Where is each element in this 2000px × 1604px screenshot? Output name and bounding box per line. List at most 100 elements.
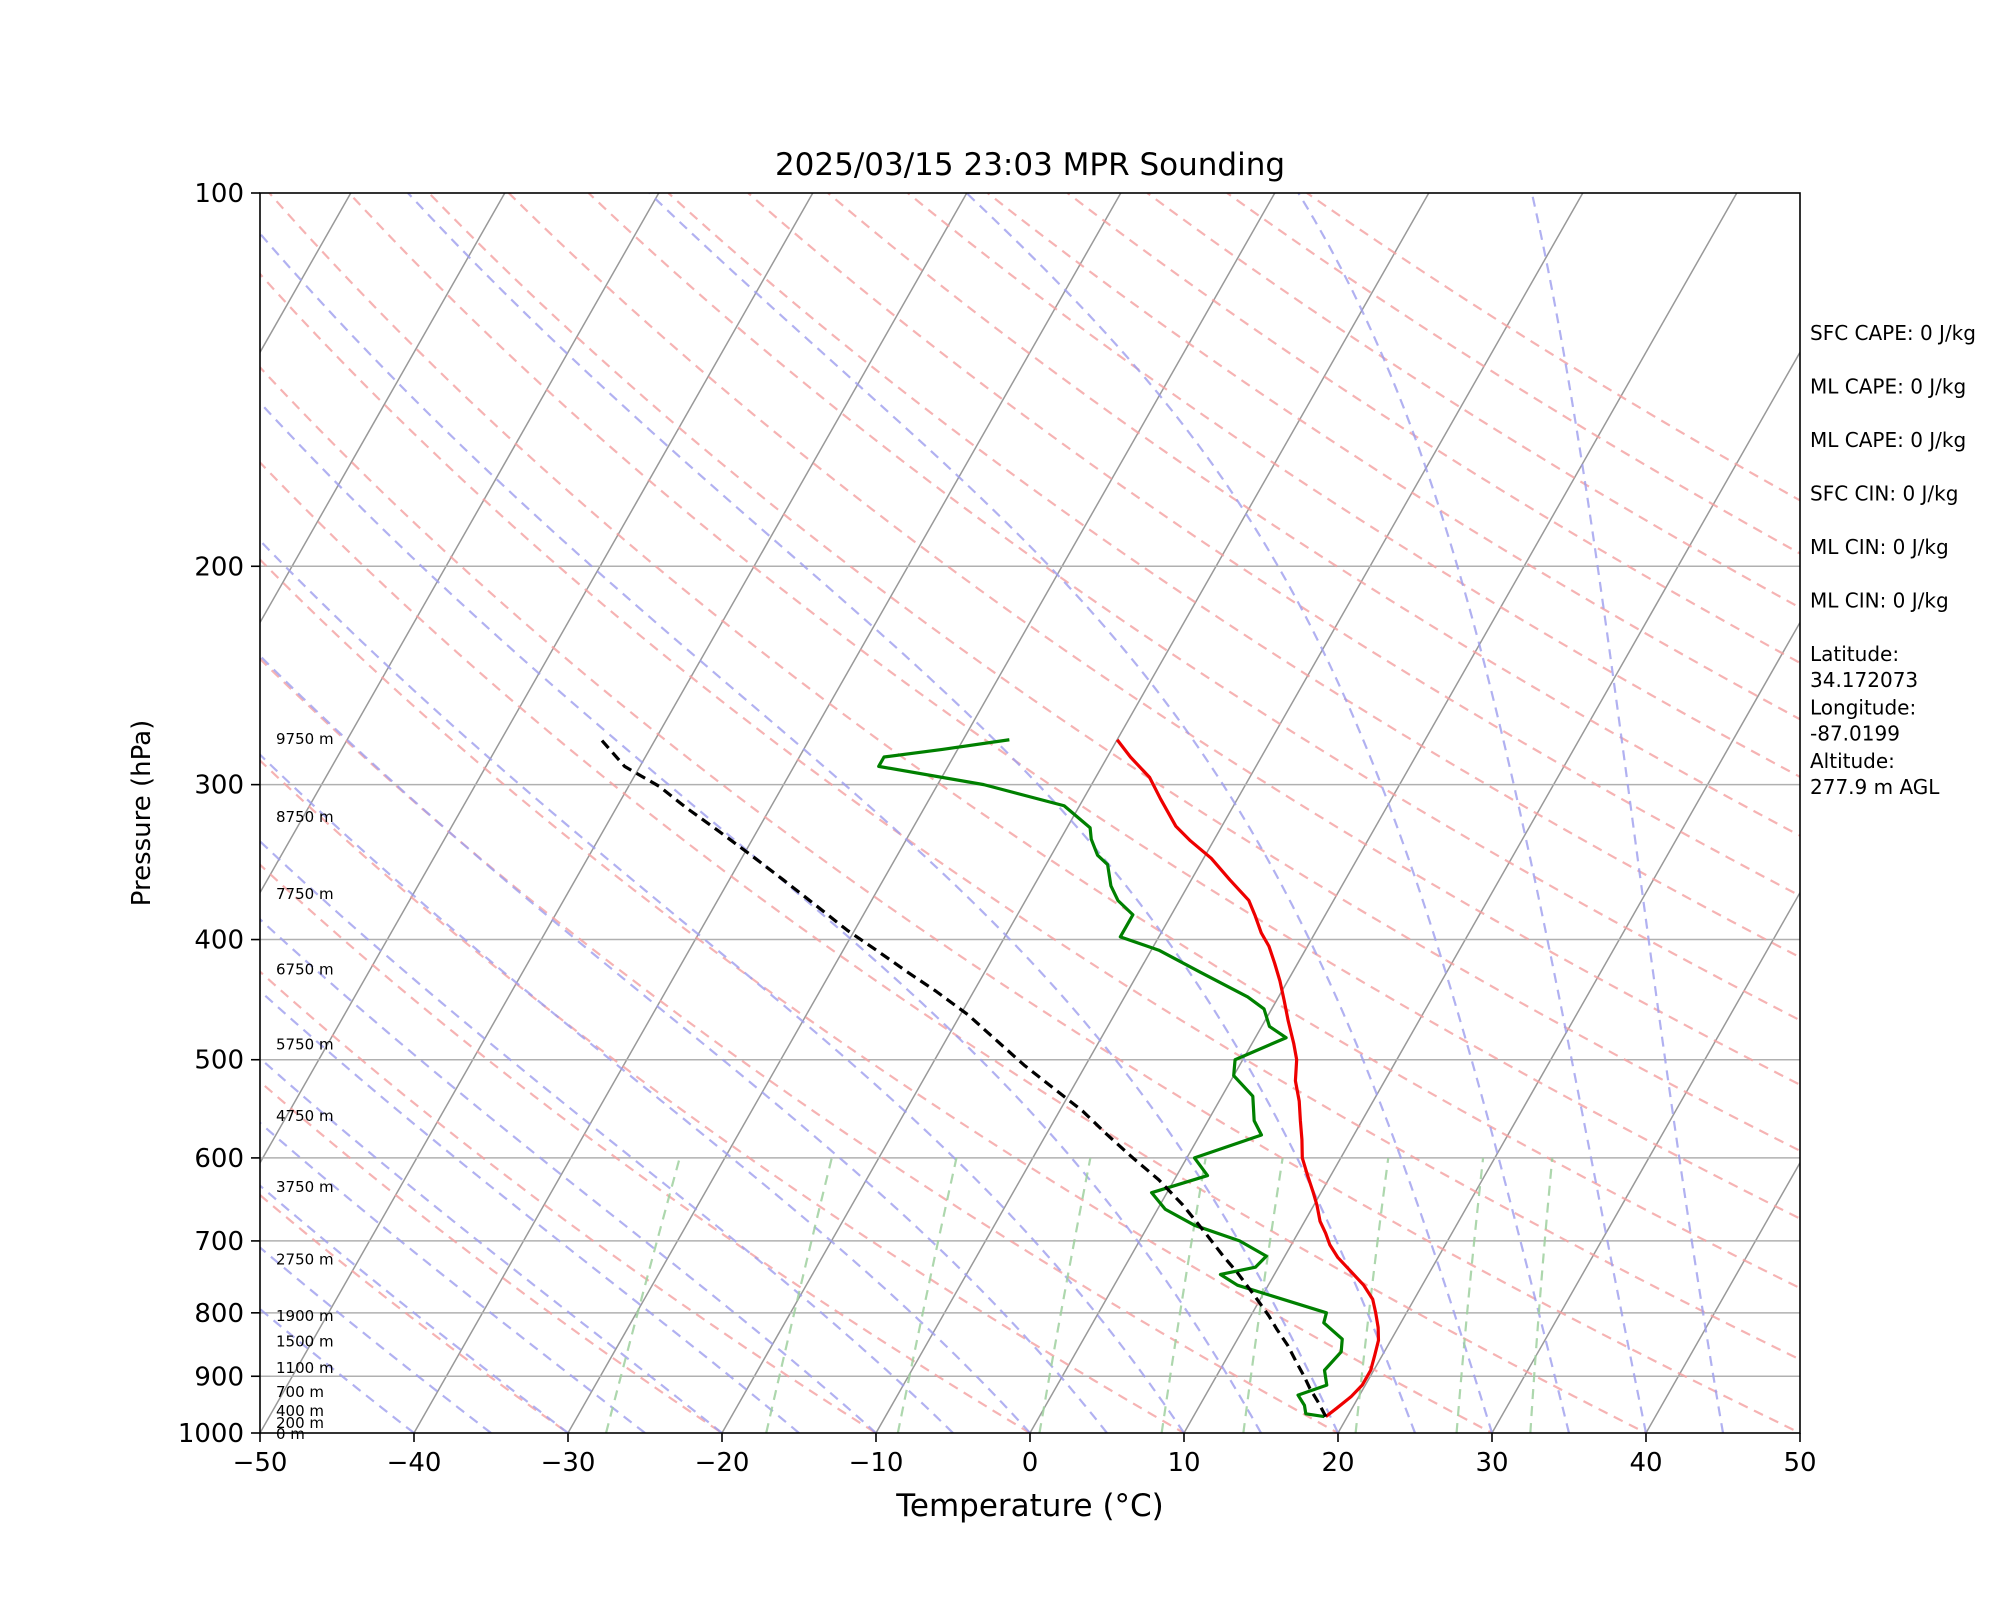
y-tick-label: 100	[194, 179, 244, 209]
stats-line: ML CIN: 0 J/kg	[1810, 535, 1949, 559]
y-axis-ticks: 100 200 300 400 500 600 700 800 900 1000	[178, 179, 260, 1449]
temperature-trace	[1115, 738, 1381, 1418]
stats-line: ML CAPE: 0 J/kg	[1810, 375, 1966, 399]
height-label: 2750 m	[276, 1250, 334, 1268]
height-label: 4750 m	[276, 1107, 334, 1125]
moist-adiabat-line	[260, 1184, 569, 1433]
chart-title: 2025/03/15 23:03 MPR Sounding	[775, 147, 1285, 183]
x-tick-label: 30	[1475, 1448, 1508, 1478]
y-tick-label: 800	[194, 1299, 244, 1329]
dry-adiabat-line	[587, 193, 1800, 1022]
moist-adiabat-line	[407, 193, 1417, 1433]
y-tick-label: 300	[194, 771, 244, 801]
moist-adiabat-line	[1530, 193, 1725, 1433]
x-tick-label: −10	[849, 1448, 904, 1478]
height-label: 7750 m	[276, 885, 334, 903]
mixing-ratio-line	[896, 1157, 958, 1433]
height-label: 1900 m	[276, 1307, 334, 1325]
dry-adiabat-line	[260, 970, 879, 1433]
y-tick-label: 900	[194, 1362, 244, 1392]
mixing-ratio-line	[1242, 1157, 1284, 1433]
moist-adiabat-line	[260, 1246, 492, 1433]
x-tick-label: 40	[1629, 1448, 1662, 1478]
mixing-ratio-line	[1038, 1157, 1092, 1433]
x-tick-label: 50	[1783, 1448, 1816, 1478]
height-label: 3750 m	[276, 1178, 334, 1196]
stats-line: ML CIN: 0 J/kg	[1810, 589, 1949, 613]
isotherm-line	[1029, 193, 1738, 1433]
dry-adiabat-line	[986, 193, 1800, 721]
isotherm-line	[260, 193, 506, 624]
isotherm-line	[260, 193, 814, 1165]
x-tick-label: 10	[1167, 1448, 1200, 1478]
stats-line: ML CAPE: 0 J/kg	[1810, 428, 1966, 452]
height-label: 6750 m	[276, 960, 334, 978]
moist-adiabat-line	[260, 1121, 646, 1433]
dry-adiabat-line	[260, 272, 1800, 1361]
y-axis-label: Pressure (hPa)	[127, 720, 157, 907]
isotherm-line	[260, 193, 968, 1433]
moist-adiabat-line	[1297, 193, 1648, 1433]
isotherm-line	[567, 193, 1276, 1433]
x-axis-ticks: −50 −40 −30 −20 −10 0 10 20 30 40 50	[233, 1433, 1817, 1478]
x-tick-label: −30	[541, 1448, 596, 1478]
isotherm-line	[875, 193, 1584, 1433]
moist-adiabat-line	[260, 539, 1185, 1433]
moist-adiabat-line	[260, 231, 1339, 1433]
height-label: 400 m	[276, 1402, 324, 1420]
moist-adiabat-line	[260, 839, 954, 1433]
moist-adiabat-line	[260, 753, 1031, 1433]
isotherm-line	[1645, 1161, 1800, 1433]
x-tick-label: −40	[387, 1448, 442, 1478]
moist-adiabat-line	[260, 1056, 723, 1433]
moist-adiabat-line	[260, 401, 1262, 1433]
stats-line: Altitude:	[1810, 749, 1895, 773]
moist-adiabat-line	[260, 654, 1108, 1433]
x-tick-label: 0	[1022, 1448, 1039, 1478]
height-label: 0 m	[276, 1425, 305, 1443]
y-tick-label: 1000	[178, 1419, 244, 1449]
mixing-ratio-line	[1160, 1157, 1207, 1433]
height-label: 200 m	[276, 1414, 324, 1432]
x-tick-label: −50	[233, 1448, 288, 1478]
height-label: 8750 m	[276, 808, 334, 826]
background-lines	[260, 193, 1800, 1433]
dry-adiabat-line	[260, 558, 1495, 1433]
x-tick-label: 20	[1321, 1448, 1354, 1478]
mixing-ratio-line	[1529, 1157, 1554, 1433]
stats-line: 277.9 m AGL	[1810, 775, 1940, 799]
height-label: 5750 m	[276, 1035, 334, 1053]
dry-adiabat-line	[260, 365, 1800, 1433]
y-tick-label: 200	[194, 552, 244, 582]
y-tick-label: 700	[194, 1227, 244, 1257]
isotherm-line	[260, 193, 660, 895]
mixing-ratio-line	[1455, 1157, 1485, 1433]
dry-adiabat-line	[348, 193, 1800, 1220]
dry-adiabat-line	[268, 193, 1800, 1290]
stats-line: SFC CAPE: 0 J/kg	[1810, 321, 1976, 345]
isotherm-line	[1491, 891, 1800, 1433]
isotherm-line	[721, 193, 1430, 1433]
x-axis-label: Temperature (°C)	[895, 1488, 1164, 1524]
y-tick-label: 400	[194, 926, 244, 956]
dry-adiabat-line	[260, 1080, 725, 1433]
sounding-traces	[600, 738, 1381, 1419]
isotherm-line	[1337, 620, 1800, 1433]
dry-adiabat-line	[907, 193, 1800, 779]
dry-adiabat-line	[260, 460, 1649, 1433]
dry-adiabat-line	[1306, 193, 1800, 502]
moist-adiabat-line	[260, 989, 800, 1433]
mixing-ratio-line	[604, 1157, 681, 1433]
stats-line: -87.0199	[1810, 722, 1900, 746]
dewpoint-trace	[877, 738, 1344, 1419]
dry-adiabat-line	[507, 193, 1800, 1086]
y-tick-label: 500	[194, 1046, 244, 1076]
parcel-trace	[600, 738, 1328, 1418]
dry-adiabat-line	[747, 193, 1800, 898]
stats-line: SFC CIN: 0 J/kg	[1810, 482, 1958, 506]
isotherm-line	[413, 193, 1122, 1433]
dry-adiabat-line	[1146, 193, 1800, 609]
moist-adiabat-line	[965, 193, 1571, 1433]
